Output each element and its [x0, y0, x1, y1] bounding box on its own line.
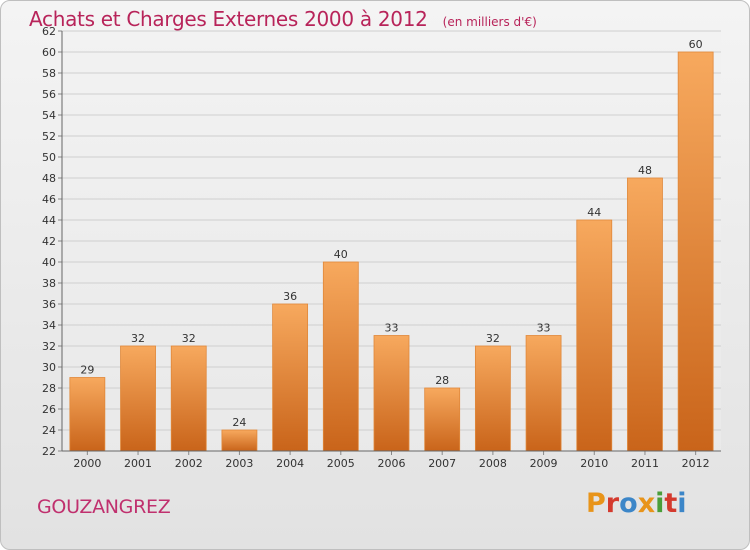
bar-value-label: 48 — [638, 164, 652, 177]
bar — [322, 261, 359, 452]
x-tick-label: 2000 — [73, 457, 101, 470]
y-tick-label: 32 — [42, 340, 56, 353]
x-tick-label: 2011 — [631, 457, 659, 470]
x-tick-label: 2012 — [682, 457, 710, 470]
y-tick-label: 34 — [42, 319, 56, 332]
proxiti-logo: Proxiti — [586, 488, 687, 519]
y-tick-label: 54 — [42, 109, 56, 122]
x-tick-label: 2003 — [225, 457, 253, 470]
bar-value-label: 40 — [334, 248, 348, 261]
bar — [272, 303, 309, 452]
x-tick-label: 2001 — [124, 457, 152, 470]
x-tick-label: 2010 — [580, 457, 608, 470]
bar — [576, 219, 613, 452]
y-tick-label: 30 — [42, 361, 56, 374]
y-tick-label: 50 — [42, 151, 56, 164]
y-tick-label: 56 — [42, 88, 56, 101]
chart-unit: (en milliers d'€) — [442, 15, 537, 29]
bar-value-label: 29 — [80, 364, 94, 377]
bar — [120, 345, 156, 452]
y-tick-label: 38 — [42, 277, 56, 290]
bar — [373, 335, 410, 452]
x-tick-label: 2007 — [428, 457, 456, 470]
brand-letter: t — [664, 488, 678, 519]
x-tick-label: 2005 — [327, 457, 355, 470]
y-tick-label: 28 — [42, 382, 56, 395]
commune-name: GOUZANGREZ — [37, 496, 171, 518]
brand-letter: i — [677, 488, 687, 519]
bar — [424, 387, 461, 452]
y-tick-label: 58 — [42, 67, 56, 80]
brand-letter: r — [605, 488, 620, 519]
bar-value-label: 60 — [689, 38, 703, 51]
y-tick-label: 22 — [42, 445, 56, 458]
bar-value-label: 32 — [486, 332, 500, 345]
x-tick-label: 2009 — [530, 457, 558, 470]
bar-value-label: 28 — [435, 374, 449, 387]
y-tick-label: 24 — [42, 424, 56, 437]
y-tick-label: 26 — [42, 403, 56, 416]
bar-value-label: 32 — [182, 332, 196, 345]
y-tick-label: 46 — [42, 193, 56, 206]
bar — [221, 429, 258, 452]
bar-value-label: 36 — [283, 290, 297, 303]
bar — [69, 377, 106, 452]
y-tick-label: 48 — [42, 172, 56, 185]
y-tick-label: 40 — [42, 256, 56, 269]
bar — [170, 345, 207, 452]
bar — [525, 335, 562, 452]
bar-value-label: 44 — [587, 206, 601, 219]
brand-letter: i — [655, 488, 665, 519]
bar-value-label: 33 — [385, 322, 399, 335]
chart-title: Achats et Charges Externes 2000 à 2012 — [29, 7, 428, 31]
bar-value-label: 24 — [232, 416, 246, 429]
y-tick-label: 62 — [42, 25, 56, 38]
bar — [677, 51, 714, 452]
y-tick-label: 36 — [42, 298, 56, 311]
bar-value-label: 32 — [131, 332, 145, 345]
y-tick-label: 52 — [42, 130, 56, 143]
brand-letter: P — [586, 488, 606, 519]
bar — [474, 345, 511, 452]
y-tick-label: 42 — [42, 235, 56, 248]
x-tick-label: 2008 — [479, 457, 507, 470]
brand-letter: o — [619, 488, 638, 519]
chart-title-row: Achats et Charges Externes 2000 à 2012 (… — [29, 7, 537, 31]
x-tick-label: 2004 — [276, 457, 304, 470]
y-tick-label: 44 — [42, 214, 56, 227]
bar-value-label: 33 — [537, 322, 551, 335]
x-tick-label: 2006 — [378, 457, 406, 470]
brand-letter: x — [637, 488, 656, 519]
bar — [627, 177, 663, 452]
x-tick-label: 2002 — [175, 457, 203, 470]
y-tick-label: 60 — [42, 46, 56, 59]
